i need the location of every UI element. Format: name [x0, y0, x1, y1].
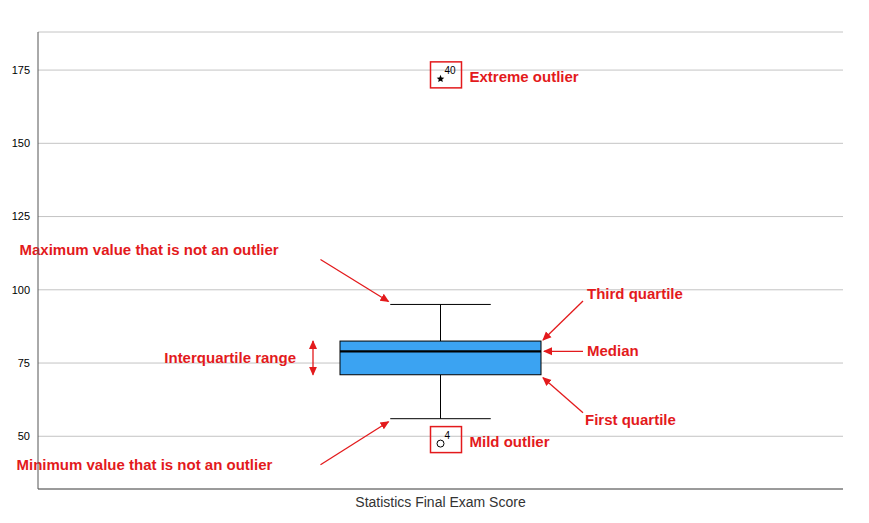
- svg-text:75: 75: [18, 357, 30, 369]
- svg-text:Extreme outlier: Extreme outlier: [470, 68, 579, 85]
- svg-text:Mild outlier: Mild outlier: [470, 433, 550, 450]
- svg-text:Minimum value that is not an o: Minimum value that is not an outlier: [17, 456, 273, 473]
- svg-text:150: 150: [12, 137, 30, 149]
- svg-text:Statistics Final Exam Score: Statistics Final Exam Score: [355, 494, 526, 510]
- svg-text:4: 4: [445, 430, 451, 441]
- svg-text:40: 40: [445, 65, 457, 76]
- svg-text:100: 100: [12, 284, 30, 296]
- svg-text:Maximum value that is not an o: Maximum value that is not an outlier: [20, 241, 279, 258]
- svg-text:175: 175: [12, 64, 30, 76]
- svg-text:Median: Median: [587, 342, 639, 359]
- svg-text:Interquartile range: Interquartile range: [164, 349, 296, 366]
- svg-text:50: 50: [18, 430, 30, 442]
- svg-text:Third quartile: Third quartile: [587, 285, 683, 302]
- svg-text:125: 125: [12, 210, 30, 222]
- svg-text:First quartile: First quartile: [585, 411, 676, 428]
